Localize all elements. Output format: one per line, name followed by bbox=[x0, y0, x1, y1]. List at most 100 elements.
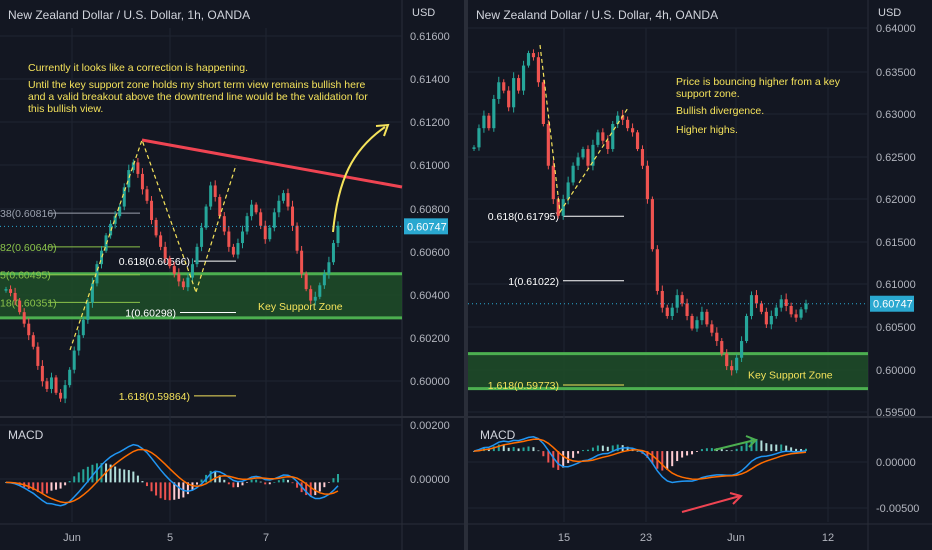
macd-histogram-bar bbox=[720, 449, 723, 452]
candle-body bbox=[131, 162, 135, 171]
price-tick-label: 0.63500 bbox=[876, 67, 916, 79]
note-4h-higher-highs: Higher highs. bbox=[676, 124, 738, 136]
candle-body bbox=[521, 65, 526, 91]
support-zone-label: Key Support Zone bbox=[748, 370, 833, 382]
chart-title-1h: New Zealand Dollar / U.S. Dollar, 1h, OA… bbox=[8, 8, 251, 22]
macd-histogram-bar bbox=[173, 482, 176, 500]
candle-body bbox=[556, 199, 560, 216]
candle-body bbox=[54, 377, 58, 393]
candle-body bbox=[336, 225, 340, 244]
macd-histogram-bar bbox=[282, 478, 285, 483]
candle-body bbox=[769, 316, 773, 325]
candle-body bbox=[309, 289, 313, 301]
candle-body bbox=[749, 295, 754, 316]
candle-body bbox=[140, 173, 144, 190]
candle-body bbox=[259, 212, 263, 226]
chart-svg-4h[interactable]: 0.64000 0.63500 0.63000 0.62500 0.62000 0.615… bbox=[468, 0, 932, 550]
candle-body bbox=[571, 165, 575, 183]
candle-body bbox=[804, 303, 808, 310]
candle-body bbox=[744, 316, 749, 342]
candle-body bbox=[136, 162, 140, 174]
candle-body bbox=[291, 206, 295, 226]
chart-panel-4h[interactable]: 0.64000 0.63500 0.63000 0.62500 0.62000 0.615… bbox=[468, 0, 932, 550]
candle-body bbox=[240, 231, 244, 244]
candle-body bbox=[127, 170, 131, 188]
currency-label-1h: USD bbox=[412, 7, 436, 19]
price-tick-label: 0.62000 bbox=[876, 194, 916, 206]
macd-label-1h: MACD bbox=[8, 428, 44, 442]
macd-histogram-bar bbox=[45, 482, 48, 494]
macd-histogram-bar bbox=[795, 448, 798, 452]
candle-body bbox=[227, 231, 231, 247]
fib-swing-line bbox=[195, 164, 237, 293]
macd-histogram-bar bbox=[286, 479, 289, 483]
price-tick-label: 0.60500 bbox=[876, 322, 916, 334]
macd-histogram-bar bbox=[596, 445, 599, 452]
macd-histogram-bar bbox=[705, 448, 708, 452]
candle-body bbox=[541, 82, 545, 124]
price-tick-label: 0.61600 bbox=[410, 31, 450, 43]
candle-body bbox=[286, 193, 290, 207]
time-tick-label: Jun bbox=[63, 532, 81, 544]
candle-body bbox=[36, 346, 40, 366]
candle-body bbox=[45, 381, 49, 389]
candle-body bbox=[95, 264, 99, 284]
price-tick-label: 0.61500 bbox=[876, 237, 916, 249]
chart-panel-1h[interactable]: 0.61600 0.61400 0.61200 0.61000 0.60800 0.606… bbox=[0, 0, 464, 550]
note-1h-validation: Until the key support zone holds my shor… bbox=[28, 79, 368, 115]
candle-body bbox=[245, 216, 249, 232]
candle-body bbox=[254, 204, 258, 213]
candle-body bbox=[735, 357, 739, 371]
macd-histogram-bar bbox=[209, 470, 212, 483]
candle-body bbox=[68, 369, 72, 386]
macd-histogram-bar bbox=[646, 451, 649, 458]
candle-body bbox=[705, 311, 709, 325]
candle-body bbox=[145, 189, 149, 201]
macd-histogram-bar bbox=[159, 482, 162, 499]
time-tick-label: 15 bbox=[558, 532, 570, 544]
macd-histogram-bar bbox=[123, 469, 126, 483]
candle-body bbox=[497, 82, 501, 99]
candle-body bbox=[163, 246, 167, 259]
candle-body bbox=[526, 53, 531, 66]
price-tick-label: 0.61400 bbox=[410, 74, 450, 86]
macd-histogram-bar bbox=[132, 471, 135, 483]
candle-body bbox=[675, 295, 679, 308]
macd-histogram-bar bbox=[264, 482, 267, 485]
macd-tick-label: 0.00000 bbox=[410, 474, 450, 486]
macd-histogram-bar bbox=[95, 463, 98, 483]
macd-histogram-bar bbox=[601, 445, 604, 452]
candle-body bbox=[113, 216, 117, 224]
candle-body bbox=[81, 319, 85, 336]
candle-body bbox=[59, 392, 63, 399]
macd-histogram-bar bbox=[73, 476, 76, 483]
macd-histogram-bar bbox=[236, 482, 239, 488]
fib-level-label: 1(0.60298) bbox=[125, 308, 176, 320]
candle-body bbox=[482, 115, 486, 129]
candle-body bbox=[591, 144, 595, 166]
candle-body bbox=[626, 119, 630, 129]
currency-label-4h: USD bbox=[878, 7, 902, 19]
candle-body bbox=[18, 300, 22, 313]
candle-body bbox=[670, 307, 674, 316]
macd-histogram-bar bbox=[691, 451, 694, 455]
price-tick-label: 0.60400 bbox=[410, 290, 450, 302]
candle-body bbox=[739, 341, 744, 358]
chart-svg-1h[interactable]: 0.61600 0.61400 0.61200 0.61000 0.60800 0.606… bbox=[0, 0, 464, 550]
macd-histogram-bar bbox=[118, 468, 121, 483]
panel-divider[interactable] bbox=[464, 0, 468, 550]
macd-histogram-bar bbox=[745, 442, 748, 452]
candle-body bbox=[213, 185, 217, 197]
candle-body bbox=[231, 246, 235, 255]
candle-body bbox=[710, 324, 714, 333]
candle-body bbox=[512, 78, 516, 108]
macd-histogram-bar bbox=[542, 451, 545, 457]
macd-histogram-bar bbox=[168, 482, 171, 501]
candle-body bbox=[492, 98, 496, 129]
macd-histogram-bar bbox=[775, 444, 778, 452]
macd-histogram-bar bbox=[332, 478, 335, 483]
macd-label-4h: MACD bbox=[480, 428, 516, 442]
macd-histogram-bar bbox=[232, 482, 235, 488]
time-tick-label: 5 bbox=[167, 532, 173, 544]
macd-histogram-bar bbox=[725, 450, 728, 452]
